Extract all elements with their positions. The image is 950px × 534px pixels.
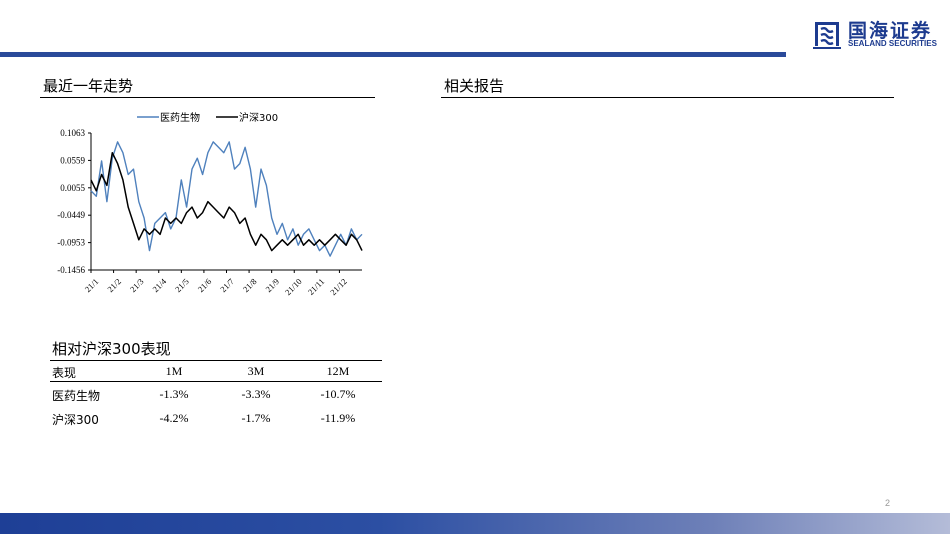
x-tick-label: 21/6 [196, 276, 214, 294]
x-tick-label: 21/1 [83, 276, 101, 294]
header-bar [0, 52, 786, 57]
row-1m: -1.3% [159, 387, 189, 401]
x-tick-label: 21/12 [328, 276, 349, 297]
y-tick-label: -0.0953 [57, 238, 85, 248]
row-12m: -11.9% [320, 411, 356, 425]
x-tick-label: 21/8 [241, 276, 259, 294]
header-3m: 3M [247, 364, 265, 378]
header-label: 表现 [52, 366, 77, 380]
company-logo: 国海证券 SEALAND SECURITIES [812, 18, 944, 52]
x-tick-label: 21/5 [173, 276, 191, 294]
trend-title-rule [40, 97, 375, 98]
reports-title: 相关报告 [444, 77, 505, 95]
y-tick-label: 0.0055 [60, 183, 85, 193]
y-tick-label: -0.1456 [57, 265, 85, 275]
x-tick-label: 21/3 [128, 276, 146, 294]
series-line-medical [90, 141, 363, 257]
relative-title-rule [50, 360, 382, 361]
y-tick-label: -0.0449 [57, 210, 85, 220]
logo-chinese-name: 国海证券 [848, 20, 933, 42]
row-1m: -4.2% [159, 411, 189, 425]
x-tick-label: 21/7 [218, 276, 236, 294]
y-tick-label: 0.1063 [60, 128, 85, 138]
row-name: 沪深300 [52, 413, 99, 427]
row-name: 医药生物 [52, 389, 101, 403]
trend-chart-svg: 0.10630.05590.0055-0.0449-0.0953-0.14562… [57, 111, 363, 297]
logo-english-name: SEALAND SECURITIES [848, 39, 937, 48]
trend-title: 最近一年走势 [43, 77, 134, 95]
legend-label: 沪深300 [239, 111, 278, 124]
legend-label: 医药生物 [160, 111, 200, 124]
table-header-row: 表现 1M 3M 12M [52, 362, 382, 384]
table-row: 医药生物 -1.3% -3.3% -10.7% [52, 385, 382, 407]
x-tick-label: 21/11 [306, 276, 327, 297]
table-header-rule [50, 381, 382, 382]
x-tick-label: 21/9 [263, 276, 281, 294]
y-tick-label: 0.0559 [60, 155, 85, 165]
row-12m: -10.7% [320, 387, 356, 401]
row-3m: -1.7% [241, 411, 271, 425]
page-number: 2 [885, 498, 891, 508]
table-row: 沪深300 -4.2% -1.7% -11.9% [52, 409, 382, 431]
relative-title: 相对沪深300表现 [52, 340, 171, 358]
footer-bar [0, 513, 950, 534]
header-1m: 1M [165, 364, 183, 378]
reports-title-rule [441, 97, 894, 98]
trend-chart: 0.1063 0.0559 0.0055 -0.0449 -0.0953 -0.1456 2… [40, 104, 376, 320]
x-tick-label: 21/4 [150, 276, 168, 294]
header-12m: 12M [326, 364, 350, 378]
x-tick-label: 21/10 [283, 276, 304, 297]
row-3m: -3.3% [241, 387, 271, 401]
series-line-csi300 [90, 151, 363, 252]
x-tick-label: 21/2 [105, 276, 123, 294]
sealand-logo-icon [813, 22, 841, 49]
